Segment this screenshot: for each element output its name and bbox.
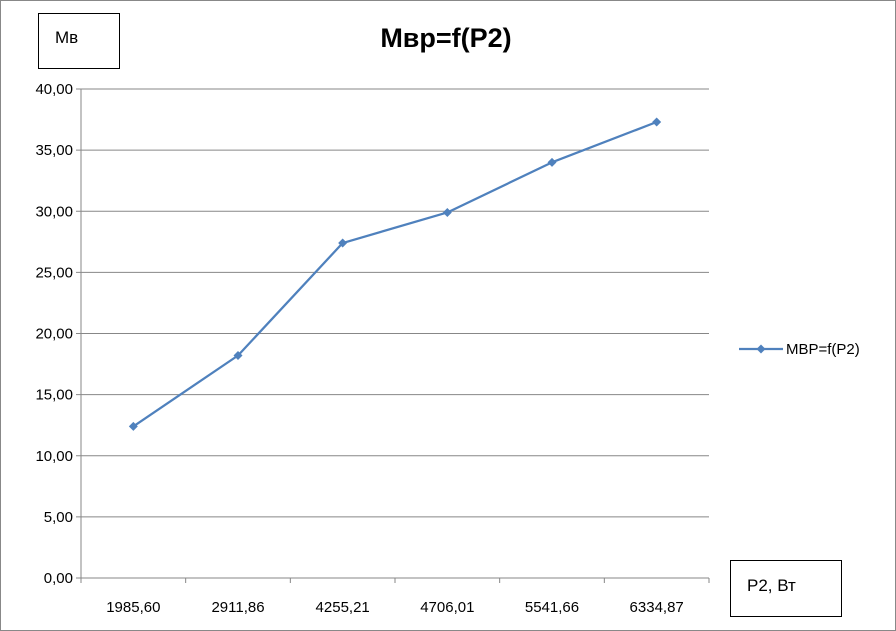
x-tick-label: 2911,86 (211, 599, 264, 616)
x-axis-label-box: P2, Вт (730, 560, 842, 617)
chart-title: Мвр=f(P2) (380, 23, 512, 53)
y-tick-label: 20,00 (35, 326, 73, 343)
gridlines (81, 88, 709, 518)
y-tick-label: 40,00 (35, 81, 73, 98)
y-tick-label: 25,00 (35, 264, 73, 281)
y-tick-label: 0,00 (44, 570, 73, 587)
y-axis-label-box: Мв (38, 13, 120, 69)
y-tick-labels: 0,00 5,00 10,00 15,00 20,00 25,00 30,00 35,00 40… (35, 81, 73, 587)
x-tick-label: 1985,60 (106, 599, 160, 616)
x-tick-label: 5541,66 (525, 599, 579, 616)
series-line (132, 120, 658, 428)
axes (76, 88, 710, 583)
legend: МВР=f(P2) (739, 341, 860, 358)
data-point (652, 117, 662, 127)
y-tick-label: 15,00 (35, 387, 73, 404)
y-tick-label: 35,00 (35, 142, 73, 159)
x-axis-label: P2, Вт (747, 576, 796, 595)
legend-marker (756, 344, 766, 354)
y-axis-label: Мв (55, 28, 79, 47)
data-point (233, 351, 243, 361)
y-tick-label: 30,00 (35, 203, 73, 220)
data-point (547, 157, 557, 167)
data-point (128, 421, 138, 431)
data-point (442, 207, 452, 217)
x-tick-labels: 1985,60 2911,86 4255,21 4706,01 5541,66 6334,… (106, 599, 684, 616)
x-tick-label: 4255,21 (316, 599, 370, 616)
x-tick-label: 6334,87 (630, 599, 684, 616)
x-tick-label: 4706,01 (420, 599, 474, 616)
y-tick-label: 10,00 (35, 448, 73, 465)
legend-label: МВР=f(P2) (786, 341, 860, 358)
y-tick-label: 5,00 (44, 509, 73, 526)
data-point (338, 238, 348, 248)
series-group (128, 117, 662, 431)
